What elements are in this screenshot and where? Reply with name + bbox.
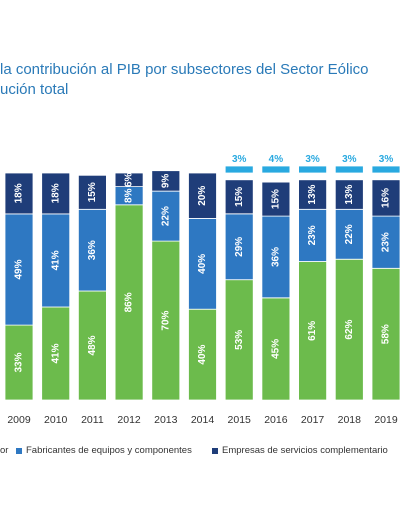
- data-label-2012-series-2: 6%: [124, 172, 135, 187]
- bar-2012-series-0: [114, 204, 144, 401]
- x-tick-label-2019: 2019: [374, 414, 398, 426]
- data-label-2012-series-1: 8%: [124, 188, 135, 203]
- data-label-2012-series-0: 86%: [124, 292, 135, 312]
- bar-2016-series-1: [261, 215, 291, 299]
- bar-2019-series-2: [371, 179, 400, 217]
- data-label-2014-series-1: 40%: [197, 254, 208, 274]
- bar-2017-series-3: [298, 165, 328, 174]
- data-label-2009-series-1: 49%: [14, 259, 25, 279]
- bar-2018-series-1: [334, 208, 364, 260]
- data-label-2017-series-1: 23%: [307, 225, 318, 245]
- data-label-2016-series-2: 15%: [271, 189, 282, 209]
- legend-label-fabricantes: Fabricantes de equipos y componentes: [26, 445, 192, 456]
- bar-2015-series-2: [224, 179, 254, 215]
- x-tick-label-2018: 2018: [338, 414, 362, 426]
- data-label-2009-series-0: 33%: [14, 352, 25, 372]
- data-label-2017-series-3: 3%: [305, 154, 320, 165]
- bar-2014-series-2: [188, 172, 217, 219]
- x-tick-label-2011: 2011: [81, 414, 104, 426]
- bar-2019-series-3: [371, 165, 400, 174]
- x-tick-label-2017: 2017: [301, 414, 325, 426]
- data-label-2016-series-3: 4%: [269, 154, 284, 165]
- x-tick-label-2014: 2014: [191, 414, 215, 426]
- legend-item-green: or: [0, 445, 8, 456]
- bar-2018-series-3: [334, 165, 364, 174]
- data-label-2018-series-0: 62%: [344, 319, 355, 339]
- data-label-2010-series-0: 41%: [50, 343, 61, 363]
- data-label-2011-series-0: 48%: [87, 335, 98, 355]
- data-label-2010-series-2: 18%: [50, 183, 61, 203]
- data-label-2014-series-0: 40%: [197, 344, 208, 364]
- x-tick-label-2016: 2016: [264, 414, 288, 426]
- legend-label-servicios: Empresas de servicios complementario: [222, 445, 388, 456]
- data-label-2010-series-1: 41%: [50, 250, 61, 270]
- data-label-2019-series-2: 16%: [381, 188, 392, 208]
- bar-2016-series-0: [261, 297, 291, 401]
- data-label-2013-series-1: 22%: [160, 206, 171, 226]
- data-label-2014-series-2: 20%: [197, 186, 208, 206]
- x-tick-label-2009: 2009: [7, 414, 31, 426]
- bar-2019-series-0: [371, 267, 400, 401]
- bar-2016-series-2: [261, 181, 291, 217]
- bar-2013-series-0: [151, 240, 181, 401]
- data-label-2009-series-2: 18%: [14, 183, 25, 203]
- data-label-2011-series-1: 36%: [87, 240, 98, 260]
- data-label-2016-series-0: 45%: [271, 339, 282, 359]
- bar-2019-series-1: [371, 215, 400, 269]
- bar-2012-series-2: [114, 172, 144, 188]
- bar-2013-series-2: [151, 170, 181, 192]
- chart-legend: or Fabricantes de equipos y componentes …: [0, 440, 400, 460]
- legend-swatch-servicios: [212, 447, 218, 454]
- bar-2017-series-1: [298, 208, 328, 262]
- bar-2016-series-3: [261, 165, 291, 174]
- data-label-2011-series-2: 15%: [87, 182, 98, 202]
- bar-2015-series-3: [224, 165, 254, 174]
- data-label-2015-series-3: 3%: [232, 154, 247, 165]
- data-label-2019-series-0: 58%: [381, 324, 392, 344]
- legend-item-servicios: Empresas de servicios complementario: [212, 445, 388, 456]
- bar-2011-series-1: [78, 208, 107, 292]
- x-tick-label-2010: 2010: [44, 414, 68, 426]
- chart-title-line-1: la contribución al PIB por subsectores d…: [0, 61, 369, 78]
- data-label-2019-series-3: 3%: [379, 154, 394, 165]
- bar-2010-series-2: [41, 172, 71, 215]
- legend-label-green: or: [0, 445, 9, 456]
- bar-2017-series-0: [298, 261, 328, 401]
- data-label-2017-series-2: 13%: [307, 184, 318, 204]
- bar-2018-series-2: [334, 179, 364, 210]
- bar-2011-series-0: [78, 290, 107, 401]
- chart-title: la contribución al PIB por subsectores d…: [0, 60, 400, 100]
- chart-title-line-2: ución total: [0, 81, 69, 98]
- x-tick-label-2015: 2015: [228, 414, 252, 426]
- data-label-2013-series-2: 9%: [160, 174, 171, 189]
- data-label-2018-series-2: 13%: [344, 184, 355, 204]
- stacked-bar-chart: 33% 49% 18% 2009 41% 41% 18% 2010 48% 36% 15% 2011 8…: [4, 154, 400, 426]
- legend-item-fabricantes: Fabricantes de equipos y componentes: [16, 445, 192, 456]
- data-label-2018-series-1: 22%: [344, 224, 355, 244]
- data-label-2015-series-0: 53%: [234, 330, 245, 350]
- bar-2009-series-0: [4, 324, 34, 401]
- bar-2011-series-2: [78, 174, 107, 210]
- bar-2015-series-0: [224, 279, 254, 401]
- bar-2009-series-2: [4, 172, 34, 215]
- data-label-2013-series-0: 70%: [160, 310, 171, 330]
- x-tick-label-2012: 2012: [117, 414, 141, 426]
- data-label-2016-series-1: 36%: [271, 247, 282, 267]
- data-label-2015-series-2: 15%: [234, 187, 245, 207]
- bar-2013-series-1: [151, 190, 181, 242]
- x-tick-label-2013: 2013: [154, 414, 178, 426]
- bar-2018-series-0: [334, 258, 364, 401]
- data-label-2018-series-3: 3%: [342, 154, 357, 165]
- bar-2009-series-1: [4, 213, 34, 326]
- data-label-2019-series-1: 23%: [381, 232, 392, 252]
- legend-swatch-fabricantes: [16, 447, 22, 454]
- data-label-2015-series-1: 29%: [234, 237, 245, 257]
- bar-2017-series-2: [298, 179, 328, 210]
- bar-2015-series-1: [224, 213, 254, 281]
- data-label-2017-series-0: 61%: [307, 321, 318, 341]
